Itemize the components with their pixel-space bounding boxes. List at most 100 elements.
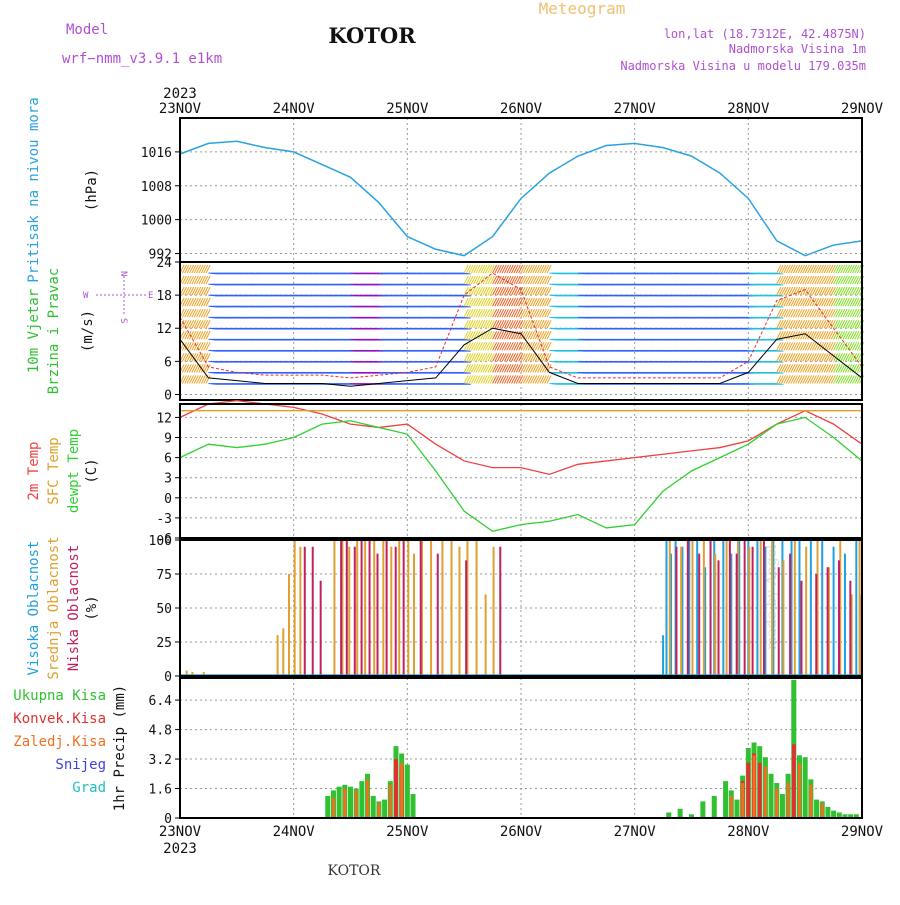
wind-arrow <box>809 375 815 384</box>
precip-bar <box>809 784 813 818</box>
y-tick-label: 12 <box>156 411 172 426</box>
wind-arrow <box>515 364 521 373</box>
wind-arrow <box>532 264 538 274</box>
wind-arrow <box>854 297 860 307</box>
wind-arrow <box>205 331 211 340</box>
lonlat-text: lon,lat (18.7312E, 42.4875N) <box>664 27 866 41</box>
y-axis-label: 2m Temp <box>26 441 42 500</box>
wind-arrow <box>480 286 486 296</box>
panels: 23NOV 23NOV 24NOV 24NOV 25NOV 25NOV 26NOV 26NOV… <box>13 86 883 857</box>
wind-arrow <box>856 353 862 362</box>
wind-arrow <box>475 319 481 329</box>
wind-arrow <box>193 319 199 329</box>
wind-arrow <box>781 275 787 285</box>
wind-arrow <box>544 297 550 307</box>
wind-arrow <box>186 319 192 329</box>
precip-bar <box>779 794 785 818</box>
wind-arrow <box>840 375 846 384</box>
wind-arrow <box>792 364 798 373</box>
wind-arrow <box>191 297 197 307</box>
wind-arrow <box>477 319 483 329</box>
wind-arrow <box>489 375 495 384</box>
wind-arrow <box>473 275 479 285</box>
wind-arrow <box>546 286 552 296</box>
wind-arrow <box>193 364 199 373</box>
wind-arrow <box>496 319 502 329</box>
wind-arrow <box>473 264 479 274</box>
wind-arrow <box>830 375 836 384</box>
wind-arrow <box>501 319 507 329</box>
y-tick-label: 992 <box>149 248 172 263</box>
wind-arrow <box>181 275 187 285</box>
wind-arrow <box>527 375 533 384</box>
wind-arrow <box>854 342 860 351</box>
wind-arrow <box>807 264 813 274</box>
wind-arrow <box>844 353 850 362</box>
wind-arrow <box>184 264 190 274</box>
precip-bar <box>404 764 410 818</box>
wind-arrow <box>487 331 493 340</box>
compass-w: W <box>83 291 89 301</box>
wind-arrow <box>482 364 488 373</box>
wind-arrow <box>530 342 536 351</box>
wind-arrow <box>468 308 474 318</box>
wind-arrow <box>196 375 202 384</box>
precip-bar <box>343 788 347 818</box>
wind-arrow <box>196 275 202 285</box>
precip-bar <box>831 810 837 818</box>
wind-arrow <box>804 275 810 285</box>
wind-arrow <box>534 286 540 296</box>
wind-arrow <box>520 364 526 373</box>
wind-arrow <box>541 319 547 329</box>
wind-arrow <box>837 342 843 351</box>
wind-arrow <box>816 353 822 362</box>
wind-arrow <box>799 286 805 296</box>
wind-arrow <box>797 353 803 362</box>
wind-arrow <box>778 286 784 296</box>
wind-arrow <box>461 349 471 352</box>
wind-arrow <box>802 375 808 384</box>
y-tick-label: 1000 <box>141 214 172 229</box>
wind-arrow <box>788 319 794 329</box>
wind-arrow <box>534 297 540 307</box>
wind-arrow <box>828 286 834 296</box>
wind-arrow <box>544 264 550 274</box>
wind-arrow <box>790 264 796 274</box>
wind-arrow <box>496 297 502 307</box>
panel-temperature: -6 -3 0 3 6 9 12 2m Temp SFC Temp dewpt Temp (C) <box>26 399 863 547</box>
wind-arrow <box>203 342 209 351</box>
wind-arrow <box>181 286 187 296</box>
wind-arrow <box>485 353 491 362</box>
wind-arrow <box>499 375 505 384</box>
wind-arrow <box>778 353 784 362</box>
y-tick-label: 9 <box>164 432 172 447</box>
precip-bar <box>729 795 733 818</box>
wind-arrow <box>544 275 550 285</box>
wind-arrow <box>852 275 858 285</box>
wind-arrow <box>499 286 505 296</box>
y-tick-label: 6 <box>164 452 172 467</box>
wind-arrow <box>494 342 500 351</box>
precip-legend-item: Snijeg <box>55 757 106 773</box>
wind-arrow <box>198 331 204 340</box>
wind-arrow <box>520 264 526 274</box>
wind-arrow <box>508 264 514 274</box>
wind-arrow <box>511 353 517 362</box>
precip-bar <box>700 801 706 818</box>
wind-arrow <box>854 353 860 362</box>
wind-arrow <box>814 275 820 285</box>
precip-bar <box>802 757 808 818</box>
wind-arrow <box>537 319 543 329</box>
wind-arrow <box>818 364 824 373</box>
wind-arrow <box>837 297 843 307</box>
wind-arrow <box>776 275 782 285</box>
wind-arrow <box>527 319 533 329</box>
wind-arrow <box>522 353 528 362</box>
wind-arrow <box>520 319 526 329</box>
wind-arrow <box>198 375 204 384</box>
wind-arrow <box>461 283 471 286</box>
wind-arrow <box>795 342 801 351</box>
wind-arrow <box>485 297 491 307</box>
wind-arrow <box>184 331 190 340</box>
